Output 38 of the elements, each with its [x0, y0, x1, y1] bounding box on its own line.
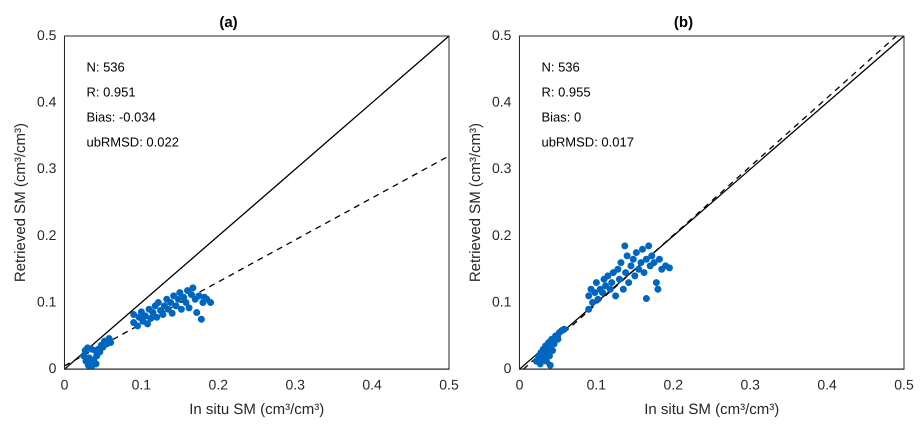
y-tick-label: 0.2	[492, 226, 512, 243]
chart-title: (b)	[674, 14, 694, 32]
y-tick-label: 0.3	[492, 160, 512, 176]
y-axis-title: Retrieved SM (cm³/cm³)	[12, 123, 30, 282]
x-tick-label: 0.4	[362, 376, 382, 392]
x-tick-label: 0.5	[894, 376, 914, 392]
chart-title: (a)	[219, 14, 238, 32]
x-axis-title: In situ SM (cm³/cm³)	[189, 401, 324, 418]
annotation: Bias: 0	[541, 110, 582, 125]
annotation: Bias: -0.034	[86, 110, 156, 125]
x-tick-label: 0.3	[285, 376, 306, 392]
y-tick-label: 0.2	[36, 226, 57, 243]
y-tick-label: 0.4	[36, 94, 57, 110]
y-tick-label: 0	[48, 360, 57, 376]
y-tick-label: 0.3	[36, 160, 57, 176]
x-tick-label: 0.5	[439, 376, 459, 392]
annotation: R: 0.955	[541, 84, 591, 100]
annotation: R: 0.951	[86, 84, 136, 100]
annotation: N: 536	[86, 60, 125, 75]
y-tick-label: 0.5	[492, 26, 512, 43]
x-tick-label: 0.1	[132, 376, 152, 392]
y-tick-label: 0.5	[36, 26, 57, 43]
annotation: N: 536	[541, 60, 580, 75]
x-tick-label: 0.1	[586, 376, 606, 392]
y-tick-label: 0	[504, 360, 512, 376]
annotation: ubRMSD: 0.022	[86, 134, 179, 150]
x-tick-label: 0.2	[664, 376, 684, 392]
x-tick-label: 0.4	[817, 376, 838, 392]
x-tick-label: 0	[60, 376, 69, 392]
x-axis-title: In situ SM (cm³/cm³)	[644, 401, 780, 418]
y-tick-label: 0.1	[36, 293, 57, 310]
y-tick-label: 0.4	[492, 94, 512, 110]
x-tick-label: 0.2	[208, 376, 228, 392]
x-tick-label: 0	[516, 376, 524, 392]
x-tick-label: 0.3	[740, 376, 760, 392]
y-tick-label: 0.1	[492, 293, 512, 310]
annotation: ubRMSD: 0.017	[541, 134, 634, 150]
y-axis-title: Retrieved SM (cm³/cm³)	[467, 123, 484, 282]
